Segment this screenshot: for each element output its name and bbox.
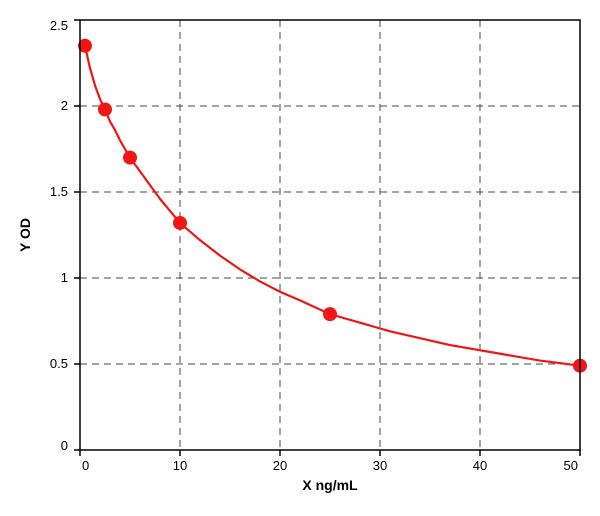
data-marker xyxy=(123,151,137,165)
od-vs-concentration-chart: 0 10 20 30 40 50 0 0.5 1 1.5 2 2.5 X ng/mL Y OD xyxy=(0,0,600,516)
y-axis-label: Y OD xyxy=(17,218,33,252)
x-tick-label: 40 xyxy=(473,458,487,473)
data-marker xyxy=(173,216,187,230)
plot-background xyxy=(0,0,600,516)
y-tick-label: 2.5 xyxy=(50,18,68,33)
x-tick-label: 30 xyxy=(373,458,387,473)
x-axis-label: X ng/mL xyxy=(302,477,358,493)
chart-container: 0 10 20 30 40 50 0 0.5 1 1.5 2 2.5 X ng/mL Y OD xyxy=(0,0,600,516)
x-tick-label: 0 xyxy=(82,458,89,473)
data-marker xyxy=(98,102,112,116)
x-tick-label: 50 xyxy=(564,458,578,473)
y-tick-label: 1.5 xyxy=(50,184,68,199)
data-marker xyxy=(323,307,337,321)
x-tick-label: 20 xyxy=(273,458,287,473)
y-tick-label: 0.5 xyxy=(50,356,68,371)
y-tick-label: 1 xyxy=(61,270,68,285)
x-tick-label: 10 xyxy=(173,458,187,473)
y-tick-label: 2 xyxy=(61,98,68,113)
y-tick-label: 0 xyxy=(61,438,68,453)
